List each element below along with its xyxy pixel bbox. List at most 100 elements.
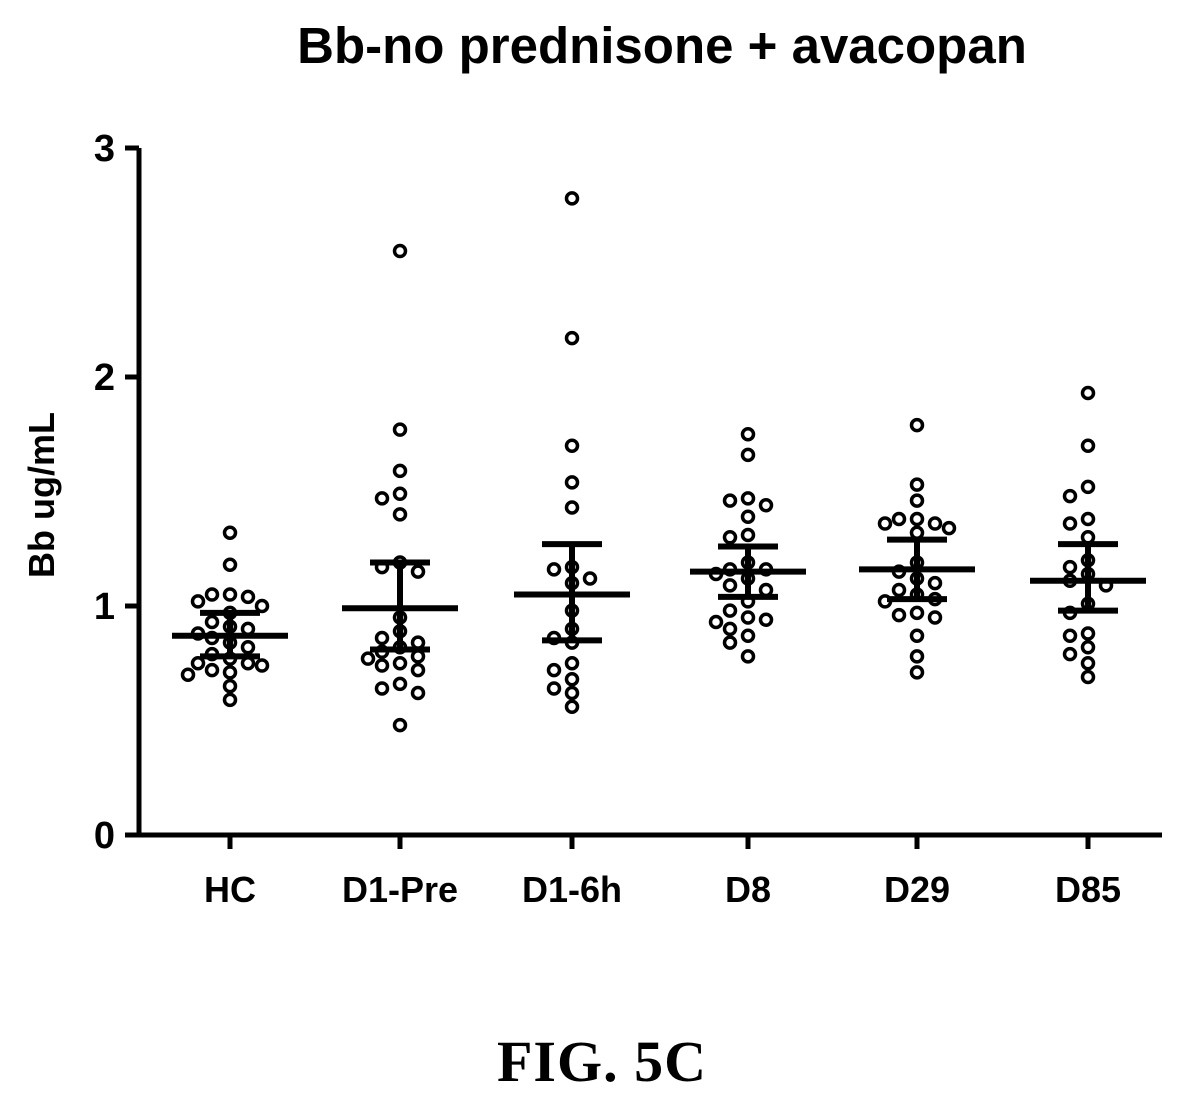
data-point (564, 330, 580, 346)
group-D1-Pre (342, 243, 458, 733)
data-point (758, 582, 774, 598)
data-point (891, 582, 907, 598)
data-point (190, 656, 206, 671)
y-tick-label: 3 (94, 128, 115, 170)
data-point (927, 575, 943, 591)
data-point (222, 678, 238, 694)
data-point (240, 639, 256, 655)
y-tick-label: 2 (94, 357, 115, 399)
data-point (1080, 385, 1096, 401)
data-point (1080, 656, 1096, 671)
data-point (360, 651, 376, 666)
data-point (909, 493, 925, 508)
data-point (758, 497, 774, 513)
data-point (546, 681, 562, 696)
group-D8 (690, 427, 806, 664)
x-category-label: HC (204, 869, 256, 910)
data-point (222, 587, 238, 602)
data-point (740, 509, 756, 524)
data-point (708, 614, 724, 630)
data-point (722, 578, 738, 593)
data-point (927, 516, 943, 531)
data-point (722, 603, 738, 618)
data-point (1062, 646, 1078, 662)
figure-caption: FIG. 5C (497, 1029, 707, 1094)
data-point (564, 438, 580, 453)
data-point (564, 699, 580, 715)
data-point (392, 507, 408, 522)
y-tick-label: 0 (94, 815, 115, 857)
data-point (909, 511, 925, 527)
data-point (941, 520, 957, 536)
data-point (392, 463, 408, 479)
data-point (1080, 669, 1096, 685)
data-point (722, 635, 738, 650)
data-point (1080, 626, 1096, 641)
data-point (374, 658, 390, 673)
data-point (564, 672, 580, 687)
x-ticks: HC D1-Pre D1-6h D8 D29 D85 (204, 835, 1121, 910)
data-point (909, 628, 925, 644)
data-point (564, 656, 580, 671)
data-point (222, 665, 238, 680)
data-groups (172, 191, 1146, 733)
data-point (1062, 488, 1078, 504)
x-category-label: D29 (884, 869, 950, 910)
data-point (410, 635, 426, 650)
data-point (722, 530, 738, 545)
data-point (740, 447, 756, 463)
x-category-label: D8 (725, 869, 771, 910)
data-point (546, 662, 562, 678)
data-point (909, 665, 925, 680)
data-point (909, 417, 925, 433)
data-point (392, 486, 408, 502)
data-point (392, 656, 408, 671)
data-point (740, 610, 756, 625)
data-point (740, 527, 756, 543)
data-point (180, 667, 196, 682)
data-point (410, 564, 426, 579)
data-point (190, 594, 206, 609)
data-point (392, 422, 408, 437)
data-point (758, 612, 774, 627)
data-point (240, 621, 256, 637)
data-point (909, 477, 925, 492)
data-point (204, 614, 220, 630)
data-point (927, 610, 943, 625)
group-D85 (1030, 385, 1146, 685)
data-point (564, 685, 580, 701)
data-point (254, 658, 270, 673)
group-D29 (859, 417, 975, 680)
data-point (392, 717, 408, 733)
data-point (410, 685, 426, 701)
data-point (564, 191, 580, 206)
data-point (1062, 628, 1078, 644)
data-point (722, 621, 738, 637)
data-point (374, 630, 390, 646)
chart-title: Bb-no prednisone + avacopan (297, 17, 1027, 74)
data-point (1062, 559, 1078, 575)
group-HC (172, 525, 288, 708)
data-point (582, 571, 598, 586)
data-point (1080, 639, 1096, 655)
data-point (254, 598, 270, 614)
data-point (204, 587, 220, 602)
data-point (374, 681, 390, 696)
x-category-label: D1-6h (522, 869, 622, 910)
data-point (909, 649, 925, 664)
data-point (222, 557, 238, 573)
data-point (564, 500, 580, 515)
group-D1-6h (514, 191, 630, 715)
data-point (740, 628, 756, 644)
data-point (877, 516, 893, 531)
data-point (240, 656, 256, 671)
data-point (1080, 438, 1096, 453)
data-point (240, 589, 256, 605)
y-tick-label: 1 (94, 586, 115, 628)
data-point (722, 493, 738, 508)
data-point (740, 491, 756, 506)
data-point (564, 475, 580, 490)
data-point (546, 562, 562, 577)
data-point (222, 525, 238, 540)
x-category-label: D1-Pre (342, 869, 458, 910)
